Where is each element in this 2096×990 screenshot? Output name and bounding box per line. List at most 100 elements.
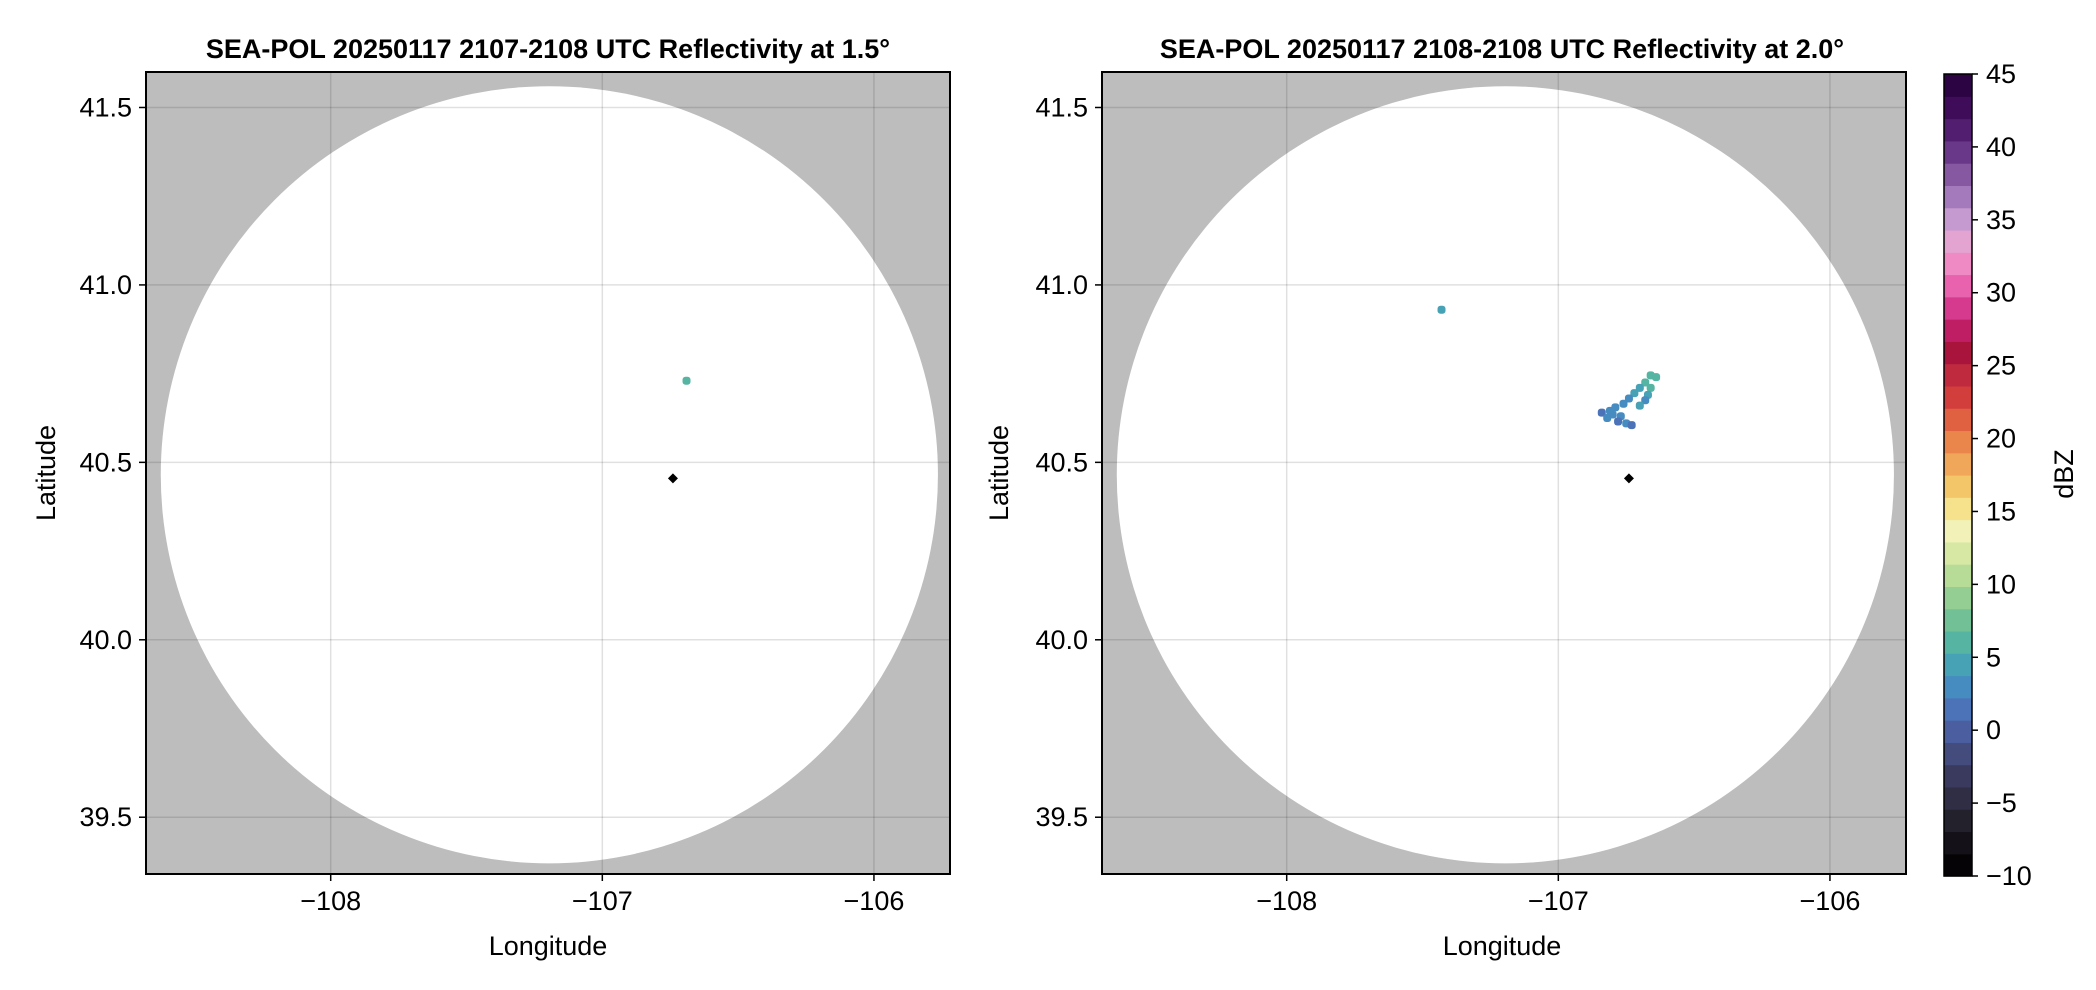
colorbar-bin <box>1944 720 1972 743</box>
y-tick-label: 41.0 <box>79 270 132 300</box>
x-axis-label: Longitude <box>489 931 608 961</box>
colorbar-bin <box>1944 296 1972 320</box>
colorbar-label: dBZ <box>2049 449 2079 499</box>
y-tick-label: 40.5 <box>79 447 132 477</box>
colorbar-bin <box>1944 252 1972 276</box>
reflectivity-echo <box>1641 378 1650 387</box>
y-tick-label: 39.5 <box>79 802 132 832</box>
colorbar-bin <box>1944 408 1972 432</box>
y-tick-label: 41.5 <box>79 92 132 122</box>
reflectivity-echo <box>1641 396 1650 405</box>
reflectivity-echo <box>1635 401 1644 410</box>
reflectivity-panel-left: SEA-POL 20250117 2107-2108 UTC Reflectiv… <box>31 34 951 961</box>
colorbar-bin <box>1944 185 1972 209</box>
reflectivity-echo <box>1646 383 1655 392</box>
colorbar-tick-label: 35 <box>1986 205 2016 235</box>
reflectivity-echo <box>1627 421 1636 430</box>
colorbar-bin <box>1944 341 1972 365</box>
colorbar-bin <box>1944 630 1972 654</box>
colorbar-bin <box>1944 742 1972 766</box>
colorbar-tick-label: 30 <box>1986 278 2016 308</box>
radar-site-marker <box>667 473 678 484</box>
colorbar-bin <box>1944 118 1972 142</box>
colorbar-bin <box>1944 363 1972 387</box>
colorbar-tick-label: 0 <box>1986 715 2001 745</box>
reflectivity-echo <box>1614 417 1623 426</box>
y-axis-label: Latitude <box>984 425 1014 521</box>
x-axis-label: Longitude <box>1443 931 1562 961</box>
colorbar-bin <box>1944 96 1972 120</box>
x-tick-label: −107 <box>572 886 633 916</box>
radar-coverage <box>1116 86 1894 864</box>
colorbar-tick-label: −10 <box>1986 861 2032 891</box>
colorbar-bin <box>1944 697 1972 721</box>
x-tick-label: −108 <box>1256 886 1317 916</box>
panel-title: SEA-POL 20250117 2107-2108 UTC Reflectiv… <box>206 34 890 64</box>
colorbar-bin <box>1944 541 1972 565</box>
y-axis-label: Latitude <box>31 425 61 521</box>
echo-layer <box>682 376 691 385</box>
y-tick-label: 40.0 <box>1035 625 1088 655</box>
colorbar-bins: −10 −5 0 5 10 15 20 25 30 35 40 45 <box>1943 59 2032 891</box>
reflectivity-panel-right: SEA-POL 20250117 2108-2108 UTC Reflectiv… <box>984 34 1907 961</box>
colorbar-frame <box>1943 73 1973 877</box>
colorbar: −10 −5 0 5 10 15 20 25 30 35 40 45 dBZ <box>1943 59 2079 891</box>
colorbar-bin <box>1944 140 1972 164</box>
y-tick-label: 41.0 <box>1035 270 1088 300</box>
y-tick-label: 39.5 <box>1035 802 1088 832</box>
colorbar-bin <box>1944 274 1972 298</box>
colorbar-tick-label: 5 <box>1986 642 2001 672</box>
reflectivity-echo <box>1619 399 1628 408</box>
colorbar-bin <box>1944 207 1972 231</box>
reflectivity-echo <box>1630 389 1639 398</box>
colorbar-tick-label: 45 <box>1986 59 2016 89</box>
plot-area: −108 −107 −106 39.5 40.0 40.5 41.0 41.5 <box>1035 71 1907 916</box>
colorbar-bin <box>1944 564 1972 587</box>
grid <box>1102 72 1906 874</box>
colorbar-bin <box>1944 831 1972 855</box>
radar-site-marker <box>1623 473 1634 484</box>
colorbar-bin <box>1944 786 1972 810</box>
colorbar-bin <box>1944 764 1972 788</box>
colorbar-tick-label: 25 <box>1986 351 2016 381</box>
colorbar-tick-label: −5 <box>1986 788 2017 818</box>
colorbar-bin <box>1944 163 1972 186</box>
reflectivity-echo <box>1603 413 1612 422</box>
axes-frame <box>145 71 951 875</box>
colorbar-tick-label: 15 <box>1986 496 2016 526</box>
colorbar-bin <box>1944 452 1972 476</box>
echo-layer <box>1437 305 1661 430</box>
axes-frame <box>1101 71 1907 875</box>
colorbar-bin <box>1944 519 1972 543</box>
colorbar-bin <box>1944 853 1972 877</box>
y-tick-label: 40.5 <box>1035 447 1088 477</box>
reflectivity-echo <box>1652 373 1661 382</box>
reflectivity-echo <box>1624 394 1633 403</box>
reflectivity-echo <box>1437 305 1446 314</box>
y-tick-label: 40.0 <box>79 625 132 655</box>
colorbar-bin <box>1944 430 1972 454</box>
colorbar-bin <box>1944 319 1972 342</box>
x-tick-label: −106 <box>1800 886 1861 916</box>
radar-coverage <box>160 86 938 864</box>
colorbar-tick-label: 10 <box>1986 569 2016 599</box>
x-tick-label: −107 <box>1528 886 1589 916</box>
colorbar-bin <box>1944 74 1972 97</box>
colorbar-bin <box>1944 229 1972 253</box>
colorbar-bin <box>1944 385 1972 409</box>
colorbar-tick-label: 40 <box>1986 132 2016 162</box>
colorbar-tick-label: 20 <box>1986 424 2016 454</box>
colorbar-bin <box>1944 608 1972 632</box>
plot-area: −108 −107 −106 39.5 40.0 40.5 41.0 41.5 <box>79 71 951 916</box>
colorbar-bin <box>1944 586 1972 610</box>
colorbar-bin <box>1944 675 1972 699</box>
panel-title: SEA-POL 20250117 2108-2108 UTC Reflectiv… <box>1160 34 1844 64</box>
reflectivity-echo <box>1597 408 1606 417</box>
grid <box>146 72 950 874</box>
reflectivity-echo <box>682 376 691 385</box>
colorbar-bin <box>1944 809 1972 833</box>
reflectivity-echo <box>1635 383 1644 392</box>
x-tick-label: −106 <box>844 886 905 916</box>
x-tick-label: −108 <box>300 886 361 916</box>
